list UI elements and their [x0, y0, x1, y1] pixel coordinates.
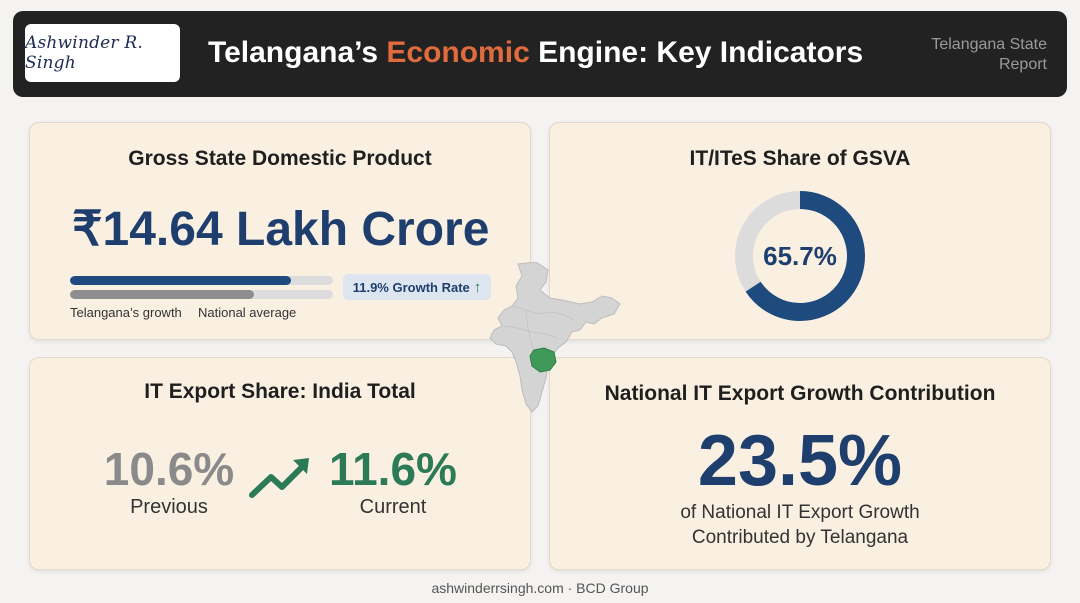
it-share-donut: [735, 191, 865, 321]
national-average-bar-fill: [70, 290, 255, 299]
gsdp-title: Gross State Domestic Product: [128, 147, 432, 170]
header-bar: Ashwinder R. Singh Telangana’s Economic …: [13, 11, 1067, 97]
page-title: Telangana’s Economic Engine: Key Indicat…: [208, 33, 863, 73]
donut-arc: [735, 191, 865, 321]
india-map-icon: [489, 262, 621, 413]
national-title: National IT Export Growth Contribution: [604, 382, 996, 405]
title-highlight: Economic: [386, 36, 530, 69]
previous-label: Previous: [130, 496, 208, 518]
gsdp-value: ₹14.64 Lakh Crore: [72, 203, 490, 256]
national-average-bar: [70, 290, 333, 299]
national-caption-line2: Contributed by Telangana: [691, 527, 909, 548]
national-caption-line1: of National IT Export Growth: [680, 502, 920, 523]
logo-text: Ashwinder R. Singh: [25, 33, 143, 73]
national-caption: of National IT Export Growth Contributed…: [550, 500, 1050, 550]
it-share-value: 65.7%: [763, 240, 837, 271]
telangana-growth-bar: [70, 276, 333, 285]
current-value: 11.6%: [329, 443, 457, 495]
current-label: Current: [359, 496, 427, 518]
telangana-growth-label: Telangana’s growth: [70, 305, 182, 320]
previous-value: 10.6%: [103, 443, 235, 495]
report-label: Telangana State Report: [931, 36, 1047, 73]
export-share-card: IT Export Share: India Total 10.6% Previ…: [29, 357, 531, 570]
telangana-highlight: [529, 347, 557, 373]
trend-up-icon: [249, 458, 309, 498]
title-suffix: Engine: Key Indicators: [529, 36, 864, 69]
gsdp-card: Gross State Domestic Product ₹14.64 Lakh…: [29, 122, 531, 340]
it-share-card: IT/ITeS Share of GSVA 65.7%: [549, 122, 1051, 340]
it-share-title: IT/ITeS Share of GSVA: [689, 147, 911, 170]
national-value: 23.5%: [697, 421, 903, 501]
arrow-up-icon: ↑: [473, 278, 482, 296]
national-contribution-card: National IT Export Growth Contribution 2…: [549, 357, 1051, 570]
title-prefix: Telangana’s: [208, 36, 387, 69]
growth-rate-text: 11.9% Growth Rate: [352, 279, 470, 295]
telangana-growth-bar-fill: [70, 276, 291, 285]
footer-credit: ashwinderrsingh.com · BCD Group: [431, 580, 649, 596]
national-average-label: National average: [198, 305, 297, 320]
signature-logo: Ashwinder R. Singh: [25, 24, 180, 82]
growth-rate-badge: 11.9% Growth Rate ↑: [343, 274, 491, 300]
export-share-title: IT Export Share: India Total: [144, 380, 416, 403]
